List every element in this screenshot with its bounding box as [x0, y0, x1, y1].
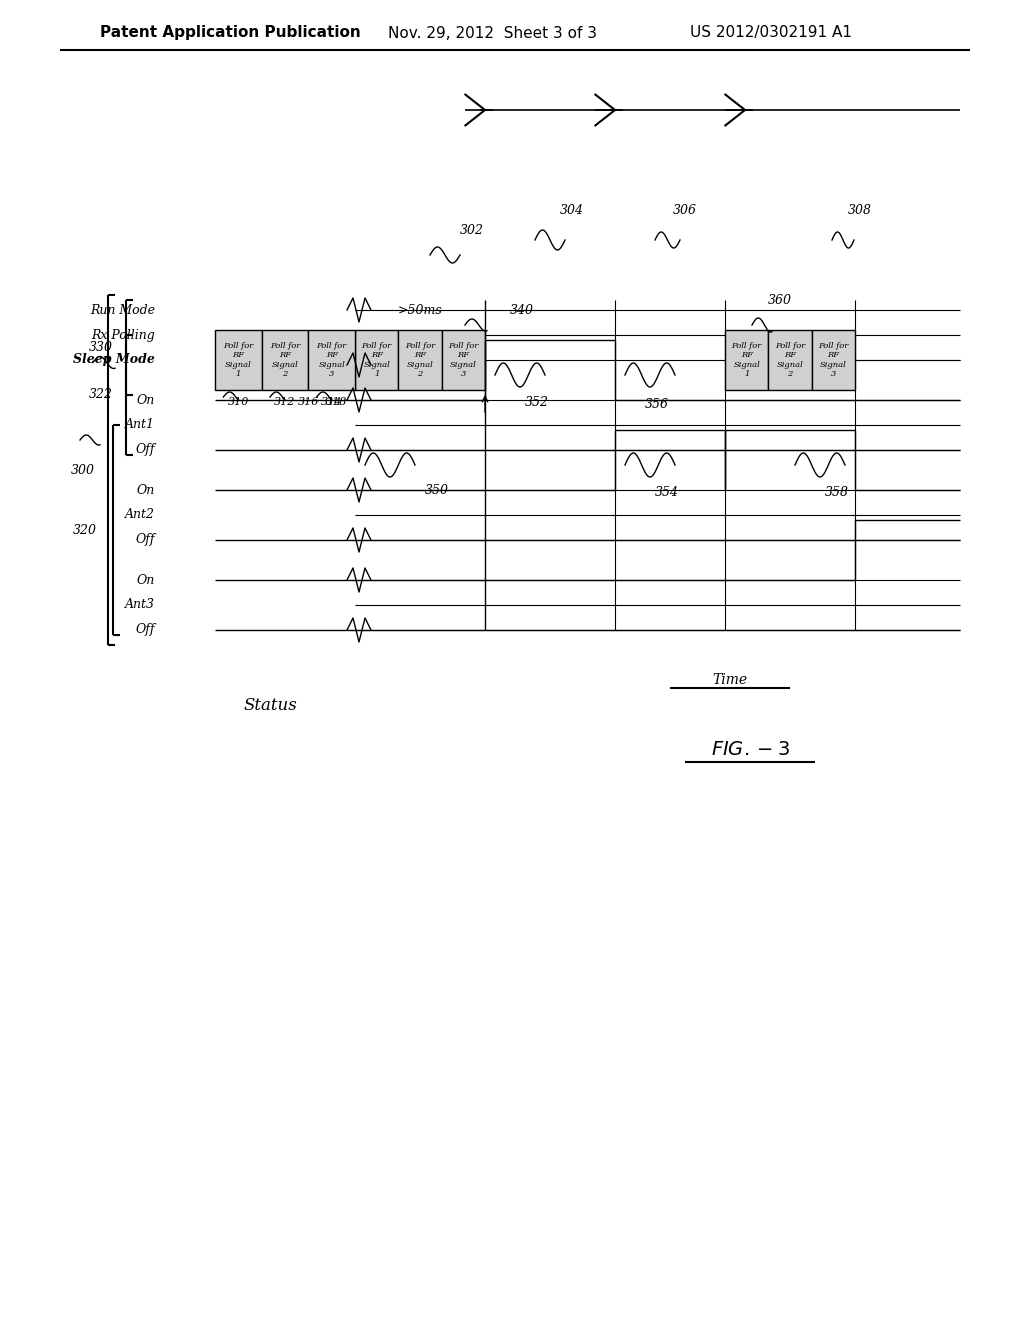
Text: Poll for
RF
Signal
3: Poll for RF Signal 3 — [316, 342, 347, 378]
Text: 316: 316 — [298, 397, 319, 407]
Text: 350: 350 — [425, 483, 449, 496]
Text: Time: Time — [713, 673, 748, 686]
Text: Ant1: Ant1 — [125, 418, 155, 432]
Text: 360: 360 — [768, 293, 792, 306]
Text: On: On — [137, 393, 155, 407]
Bar — [725, 330, 768, 389]
Text: Poll for
RF
Signal
3: Poll for RF Signal 3 — [818, 342, 849, 378]
Bar — [355, 330, 398, 389]
Text: 354: 354 — [655, 487, 679, 499]
Text: Poll for
RF
Signal
2: Poll for RF Signal 2 — [270, 342, 300, 378]
Text: Rx Polling: Rx Polling — [91, 329, 155, 342]
Text: Ant3: Ant3 — [125, 598, 155, 611]
Bar — [398, 330, 441, 389]
Text: 308: 308 — [848, 203, 872, 216]
Text: Sleep Mode: Sleep Mode — [73, 354, 155, 367]
Text: 314: 314 — [321, 397, 342, 407]
Text: Patent Application Publication: Patent Application Publication — [100, 25, 360, 41]
Text: 302: 302 — [460, 223, 484, 236]
Text: On: On — [137, 573, 155, 586]
Bar — [262, 330, 308, 389]
Text: Off: Off — [135, 444, 155, 457]
Text: Poll for
RF
Signal
2: Poll for RF Signal 2 — [404, 342, 435, 378]
Text: 356: 356 — [645, 399, 669, 412]
Text: 310: 310 — [227, 397, 249, 407]
Text: 352: 352 — [525, 396, 549, 409]
Text: 340: 340 — [510, 304, 534, 317]
Text: On: On — [137, 483, 155, 496]
Text: Off: Off — [135, 623, 155, 636]
Bar — [768, 330, 812, 389]
Text: 312: 312 — [274, 397, 296, 407]
Text: 306: 306 — [673, 203, 697, 216]
Text: >50ms: >50ms — [397, 304, 442, 317]
Text: Status: Status — [243, 697, 297, 714]
Text: Ant2: Ant2 — [125, 508, 155, 521]
Text: Run Mode: Run Mode — [90, 304, 155, 317]
Bar — [812, 330, 855, 389]
Text: Poll for
RF
Signal
3: Poll for RF Signal 3 — [449, 342, 478, 378]
Text: US 2012/0302191 A1: US 2012/0302191 A1 — [690, 25, 852, 41]
Text: 358: 358 — [825, 487, 849, 499]
Text: Off: Off — [135, 533, 155, 546]
Bar — [308, 330, 355, 389]
Bar — [441, 330, 485, 389]
Text: 300: 300 — [71, 463, 95, 477]
Bar — [215, 330, 262, 389]
Text: Poll for
RF
Signal
1: Poll for RF Signal 1 — [361, 342, 392, 378]
Text: Nov. 29, 2012  Sheet 3 of 3: Nov. 29, 2012 Sheet 3 of 3 — [388, 25, 597, 41]
Text: 320: 320 — [73, 524, 97, 536]
Text: Poll for
RF
Signal
2: Poll for RF Signal 2 — [775, 342, 805, 378]
Text: Poll for
RF
Signal
1: Poll for RF Signal 1 — [223, 342, 254, 378]
Text: 318: 318 — [326, 397, 347, 407]
Text: 330: 330 — [89, 341, 113, 354]
Text: 322: 322 — [89, 388, 113, 401]
Text: Poll for
RF
Signal
1: Poll for RF Signal 1 — [731, 342, 762, 378]
Text: 304: 304 — [560, 203, 584, 216]
Text: $FIG.-3$: $FIG.-3$ — [711, 741, 790, 759]
